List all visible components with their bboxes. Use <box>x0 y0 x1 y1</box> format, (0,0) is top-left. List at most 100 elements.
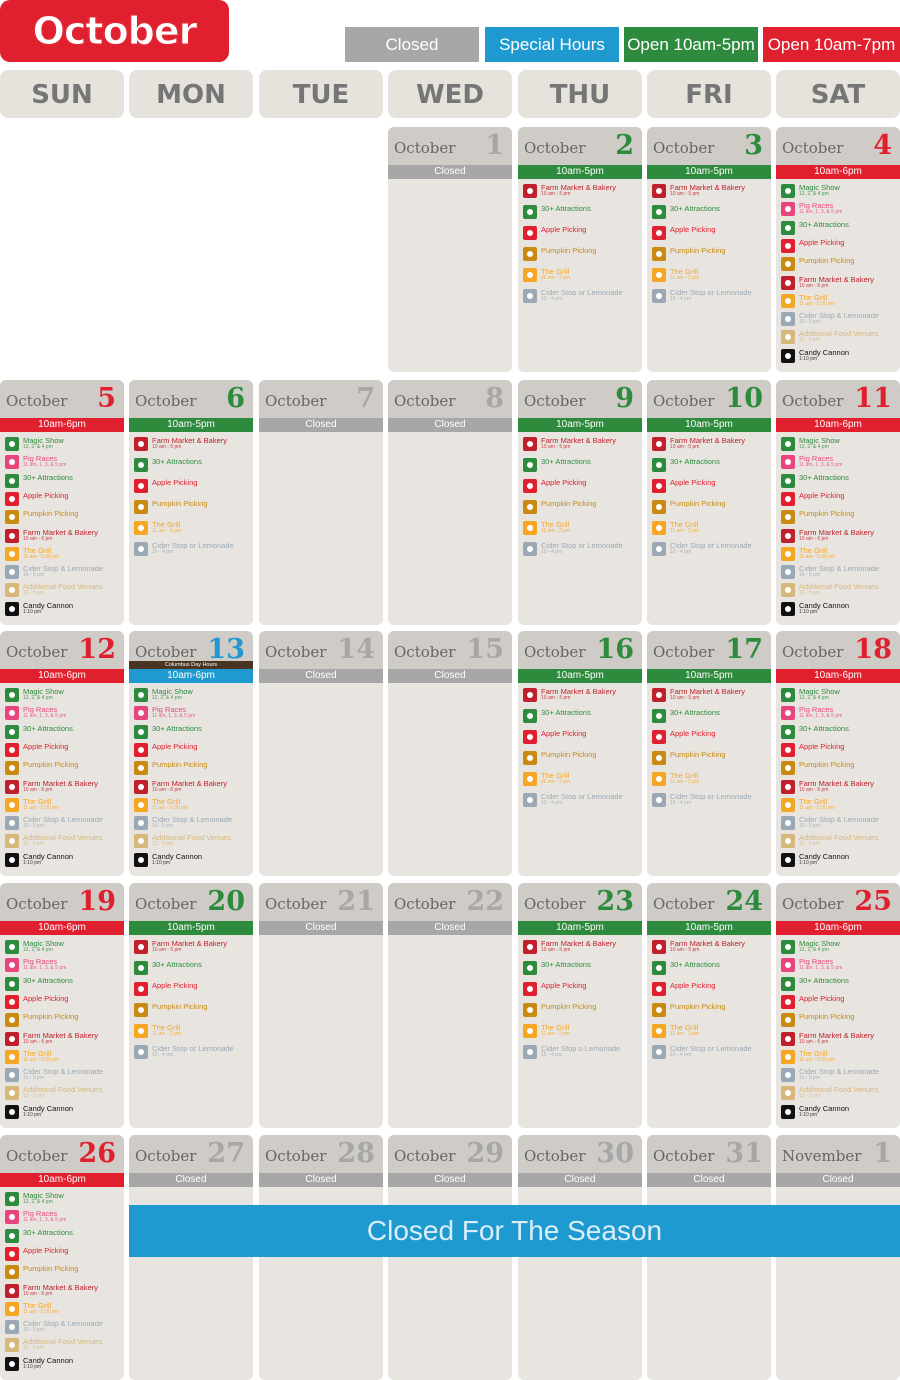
cell-header <box>518 1135 642 1173</box>
icon-glyph <box>527 272 533 278</box>
cell-header <box>647 380 771 418</box>
hours-banner: Closed <box>129 1173 253 1187</box>
activity-icon <box>652 247 666 261</box>
icon-glyph <box>138 746 144 753</box>
icon-glyph <box>785 587 791 594</box>
day-cell: October 12 10am-6pm Magic Show 12, 2, & 4 pm… <box>0 631 124 876</box>
activity-time: 10 - 5 pm <box>799 823 821 830</box>
icon-glyph <box>9 550 15 557</box>
activity-time: 10 am - 6 pm <box>799 282 829 289</box>
icon-glyph <box>9 1108 15 1115</box>
activity-name: The Grill <box>541 267 570 276</box>
legend-item: Closed <box>345 27 479 62</box>
activity-icon <box>134 1003 148 1017</box>
activity-time: 1:10 pm <box>152 859 171 866</box>
icon-glyph <box>138 483 144 489</box>
activity-time: 10 - 4 pm <box>670 549 692 555</box>
activity-time: 10 - 4 pm <box>541 296 563 302</box>
activity-icon <box>781 257 795 272</box>
icon-glyph <box>9 495 15 502</box>
activity-icon <box>5 1338 19 1353</box>
cell-header <box>518 631 642 669</box>
activity-name: Farm Market & Bakery <box>541 939 617 948</box>
icon-glyph <box>785 980 791 987</box>
icon-glyph <box>656 986 662 992</box>
day-cell: October 1 Closed <box>388 127 512 372</box>
activity-time: 12 - 5 pm <box>23 1093 45 1100</box>
icon-glyph <box>9 1090 15 1097</box>
day-cell: October 13 Columbus Day Hours 10am-6pm Magic… <box>129 631 253 876</box>
activity-time: 11 am - 5:30 pm <box>799 804 836 811</box>
activity-icon <box>134 797 148 812</box>
icon-glyph <box>9 1342 15 1349</box>
activity-time: 10 - 5 pm <box>23 823 45 830</box>
icon-glyph <box>9 1232 15 1239</box>
activity-time: 12 - 5 pm <box>799 337 821 344</box>
activity-icon <box>652 772 666 786</box>
cell-header <box>0 883 124 921</box>
month-label: November <box>782 1147 862 1165</box>
activity-icon <box>5 583 19 598</box>
icon-glyph <box>138 765 144 772</box>
icon-glyph <box>138 856 144 863</box>
weekday-header: SUN <box>0 70 124 118</box>
legend-item: Special Hours <box>485 27 619 62</box>
activity-icon <box>5 1068 19 1083</box>
activity-name: Apple Picking <box>670 478 716 487</box>
activity-icon <box>781 994 795 1009</box>
cell-header <box>259 380 383 418</box>
day-number: 15 <box>466 634 504 665</box>
day-cell: October 22 Closed <box>388 883 512 1128</box>
hours-banner: 10am-5pm <box>129 921 253 935</box>
activity-name: 30+ Attractions <box>799 723 849 733</box>
activity-icon <box>652 184 666 198</box>
activity-icon <box>523 247 537 261</box>
activity-name: Pig Races <box>152 705 187 715</box>
activity-name: Pumpkin Picking <box>541 499 597 508</box>
activity-name: Pig Races <box>23 957 58 967</box>
icon-glyph <box>527 944 533 950</box>
hours-banner: 10am-6pm <box>0 669 124 683</box>
hours-banner: Closed <box>776 1173 900 1187</box>
cell-header <box>0 1135 124 1173</box>
activity-time: 10 am - 6 pm <box>799 535 829 542</box>
day-cell: October 7 Closed <box>259 380 383 625</box>
icon-glyph <box>138 692 144 698</box>
day-cell: October 15 Closed <box>388 631 512 876</box>
activity-icon <box>5 779 19 794</box>
activity-icon <box>781 797 795 812</box>
day-number: 18 <box>854 634 892 665</box>
activity-name: Farm Market & Bakery <box>670 183 746 192</box>
activity-time: 10 - 4 pm <box>152 549 174 555</box>
activity-icon <box>5 688 19 702</box>
activity-name: 30+ Attractions <box>799 975 849 985</box>
day-number: 25 <box>854 886 892 917</box>
activity-time: 10 am - 5 pm <box>670 695 700 701</box>
icon-glyph <box>9 1214 15 1221</box>
activity-name: The Grill <box>670 520 699 529</box>
activity-icon <box>523 289 537 303</box>
hours-banner: 10am-6pm <box>776 669 900 683</box>
activity-name: Apple Picking <box>541 225 587 234</box>
icon-glyph <box>656 251 662 257</box>
activity-icon <box>5 1301 19 1316</box>
month-label: October <box>653 895 715 913</box>
activity-time: 1:10 pm <box>23 608 42 615</box>
activity-name: Cider Stop or Lemonade <box>541 288 623 297</box>
month-label: October <box>653 1147 715 1165</box>
activity-time: 10 am - 5 pm <box>541 191 571 197</box>
activity-icon <box>652 730 666 744</box>
activity-icon <box>5 601 19 616</box>
activity-time: 11 am, 1, 3, & 5 pm <box>799 713 843 720</box>
activity-time: 12, 2, & 4 pm <box>23 947 53 953</box>
icon-glyph <box>785 352 791 359</box>
activity-name: Apple Picking <box>541 981 587 990</box>
month-label: October <box>135 643 197 661</box>
activity-time: 11 am - 5:30 pm <box>152 804 189 811</box>
activity-name: Magic Show <box>23 1191 64 1200</box>
day-number: 1 <box>485 130 504 161</box>
activity-icon <box>134 1024 148 1038</box>
icon-glyph <box>9 1305 15 1312</box>
activity-icon <box>781 976 795 991</box>
activity-name: The Grill <box>152 520 181 529</box>
